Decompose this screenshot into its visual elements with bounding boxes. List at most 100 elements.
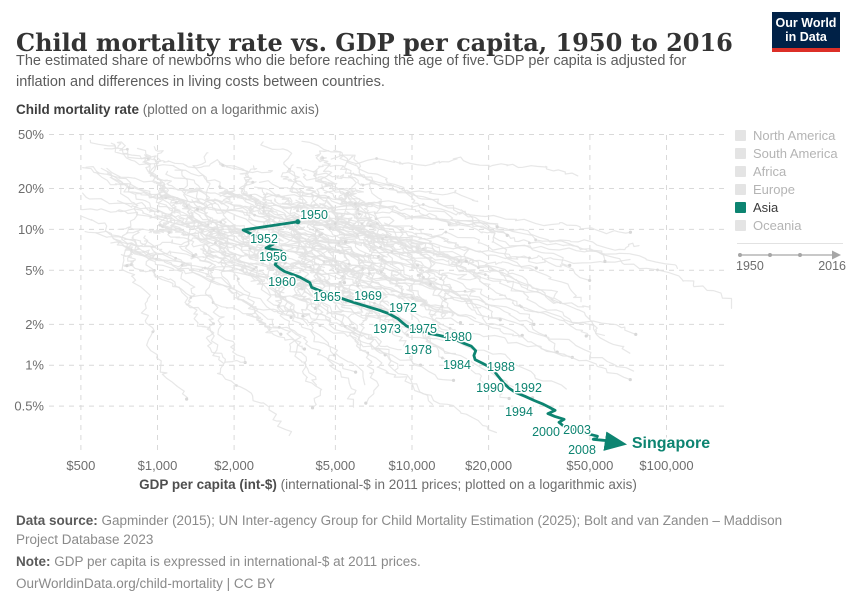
bg-trajectory [174,169,366,386]
timeline-end-year[interactable]: 2016 [818,259,846,273]
timeline-dot[interactable] [798,253,802,257]
bg-trajectory [234,193,557,304]
bg-trajectory [296,166,479,203]
bg-trajectory-dot [448,326,452,330]
bg-trajectory [274,198,640,251]
legend-swatch-icon [735,201,746,213]
bg-trajectory-dot [270,252,274,256]
bg-trajectory-dot [254,265,258,269]
note-label: Note: [16,554,51,569]
bg-trajectory [339,155,482,309]
bg-trajectory-dot [315,228,319,232]
legend-item-asia[interactable]: Asia [735,198,847,216]
bg-trajectory-dot [252,267,256,271]
timeline-start-year[interactable]: 1950 [736,259,764,273]
singapore-line[interactable] [241,220,628,451]
axis-ticks: 50% 20% 10% 5% 2% 1% 0.5% $500 $1,000 $2,000 $5,00… [14,127,693,473]
bg-trajectory [323,188,470,262]
y-tick-label: 50% [18,127,44,142]
bg-trajectory [285,217,491,285]
bg-trajectory-dot [125,147,129,151]
legend-item-oceania[interactable]: Oceania [735,216,847,234]
bg-trajectory-dot [357,212,361,216]
owid-url-link[interactable]: OurWorldinData.org/child-mortality | CC … [16,576,276,591]
bg-trajectory-dot [656,268,659,272]
bg-trajectory-dot [274,279,278,283]
data-source-text: Gapminder (2015); UN Inter-agency Group … [16,513,783,547]
bg-trajectory-dot [421,203,425,206]
bg-trajectory-dot [458,321,463,325]
bg-trajectory-dot [174,256,178,260]
legend-label: Africa [753,163,787,179]
bg-trajectory-dot [463,289,467,293]
timeline-slider[interactable] [737,248,845,262]
legend-item-africa[interactable]: Africa [735,162,847,180]
bg-trajectory-dot [520,305,523,309]
bg-trajectory [100,167,454,317]
year-label-1990: 1990 [476,381,504,395]
bg-trajectory-dot [353,202,357,206]
y-tick-label: 1% [25,358,44,373]
bg-trajectory-dot [300,217,304,221]
bg-trajectory-dot [628,230,633,234]
bg-trajectory-dot [296,209,299,213]
bg-trajectory [254,186,535,325]
bg-trajectory-dot [377,254,381,259]
timeline-play-arrow-icon[interactable] [832,250,841,260]
bg-trajectory-dot [341,275,345,278]
y-tick-label: 20% [18,181,44,196]
bg-trajectory-dot [373,301,376,305]
bg-trajectory-dot [189,296,193,299]
bg-trajectory-dot [167,231,171,234]
legend-item-south-america[interactable]: South America [735,144,847,162]
legend-item-north-america[interactable]: North America [735,126,847,144]
bg-trajectory-dot [153,268,156,272]
legend-item-europe[interactable]: Europe [735,180,847,198]
bg-trajectory-dot [379,270,383,274]
bg-trajectory-dot [422,275,425,279]
chart-subtitle: The estimated share of newborns who die … [16,53,687,90]
bg-trajectory-dot [498,318,502,322]
owid-logo[interactable]: Our World in Data [772,12,840,52]
bg-trajectory-dot [343,324,347,328]
legend-divider [737,243,843,244]
bg-trajectory [239,165,286,264]
bg-trajectory [247,197,399,371]
legend-label: Oceania [753,217,802,233]
bg-trajectory-dot [276,232,279,236]
bg-trajectory-dot [313,306,317,310]
bg-trajectory [148,253,403,325]
bg-trajectory-dot [534,238,538,242]
bg-trajectory-dot [253,213,257,217]
bg-trajectory [258,180,508,236]
singapore-start-dot [295,219,301,225]
bg-trajectory-dot [528,256,531,260]
x-tick-label: $20,000 [465,458,512,473]
x-tick-label: $2,000 [214,458,254,473]
bg-trajectory-dot [218,185,222,188]
data-source-line: Data source: Gapminder (2015); UN Inter-… [16,511,806,549]
bg-trajectory [224,195,631,235]
bg-trajectory-dot [301,314,305,318]
bg-trajectory [341,221,501,321]
timeline-dot[interactable] [738,253,742,257]
bg-trajectory [268,249,323,409]
bg-trajectory-dot [347,262,351,266]
bg-trajectory-dot [283,261,287,265]
bg-trajectory-dot [321,156,325,160]
legend-label: Europe [753,181,795,197]
bg-trajectory-dot [440,356,444,360]
bg-trajectory-dot [360,222,364,226]
bg-trajectory-dot [390,330,394,334]
bg-trajectory-dot [191,254,195,258]
bg-trajectory-dot [368,224,372,228]
bg-trajectory-dot [628,378,632,382]
x-tick-label: $100,000 [639,458,693,473]
singapore-label[interactable]: Singapore [630,433,712,454]
timeline-dot[interactable] [768,253,772,257]
bg-trajectory-dot [342,281,347,285]
page-title: Child mortality rate vs. GDP per capita,… [16,28,733,58]
timeline-labels: 1950 2016 [736,259,846,273]
